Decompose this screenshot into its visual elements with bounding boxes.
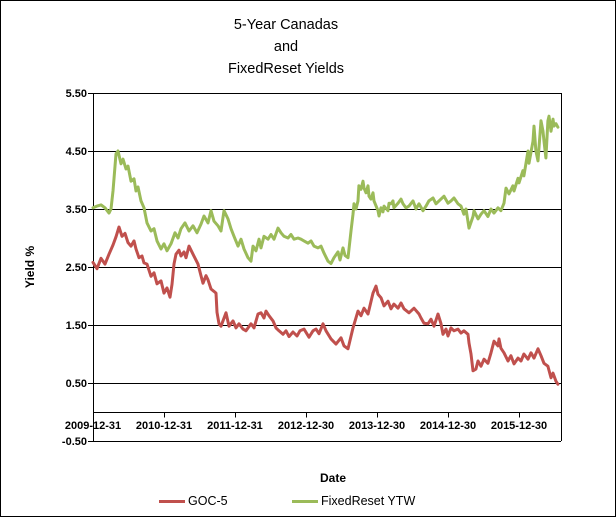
legend-label-fixedreset: FixedReset YTW [321,494,416,508]
legend-swatch-fixedreset [292,499,318,503]
x-tick-label: 2015-12-30 [491,420,547,432]
y-tick-label: 4.50 [66,146,87,158]
y-tick-label: 2.50 [66,262,87,274]
x-tick-label: 2012-12-30 [278,420,334,432]
legend-item-goc5: GOC-5 [159,493,228,509]
chart-title-line2: and [273,39,299,55]
legend-item-fixedreset: FixedReset YTW [292,493,415,509]
legend-swatch-goc5 [159,499,185,503]
y-tick-label: -0.50 [62,436,87,448]
x-tick-label: 2013-12-30 [349,420,405,432]
y-tick-label: 5.50 [66,88,87,100]
chart-title: 5-Year Canadas and FixedReset Yields [86,14,486,80]
x-axis-title: Date [319,471,347,485]
y-tick-label: 1.50 [66,320,87,332]
series-line-goc-5 [91,225,560,386]
series-line-fixedreset-ytw [91,114,560,265]
x-tick-label: 2011-12-31 [207,420,263,432]
x-tick-label: 2014-12-30 [420,420,476,432]
x-tick-label: 2010-12-31 [136,420,192,432]
legend-label-goc5: GOC-5 [188,494,228,508]
chart-title-line3: FixedReset Yields [227,61,345,77]
x-tick-label: 2009-12-31 [65,420,121,432]
chart-title-line1: 5-Year Canadas [233,17,339,33]
y-tick-label: 3.50 [66,204,87,216]
y-tick-label: 0.50 [66,378,87,390]
